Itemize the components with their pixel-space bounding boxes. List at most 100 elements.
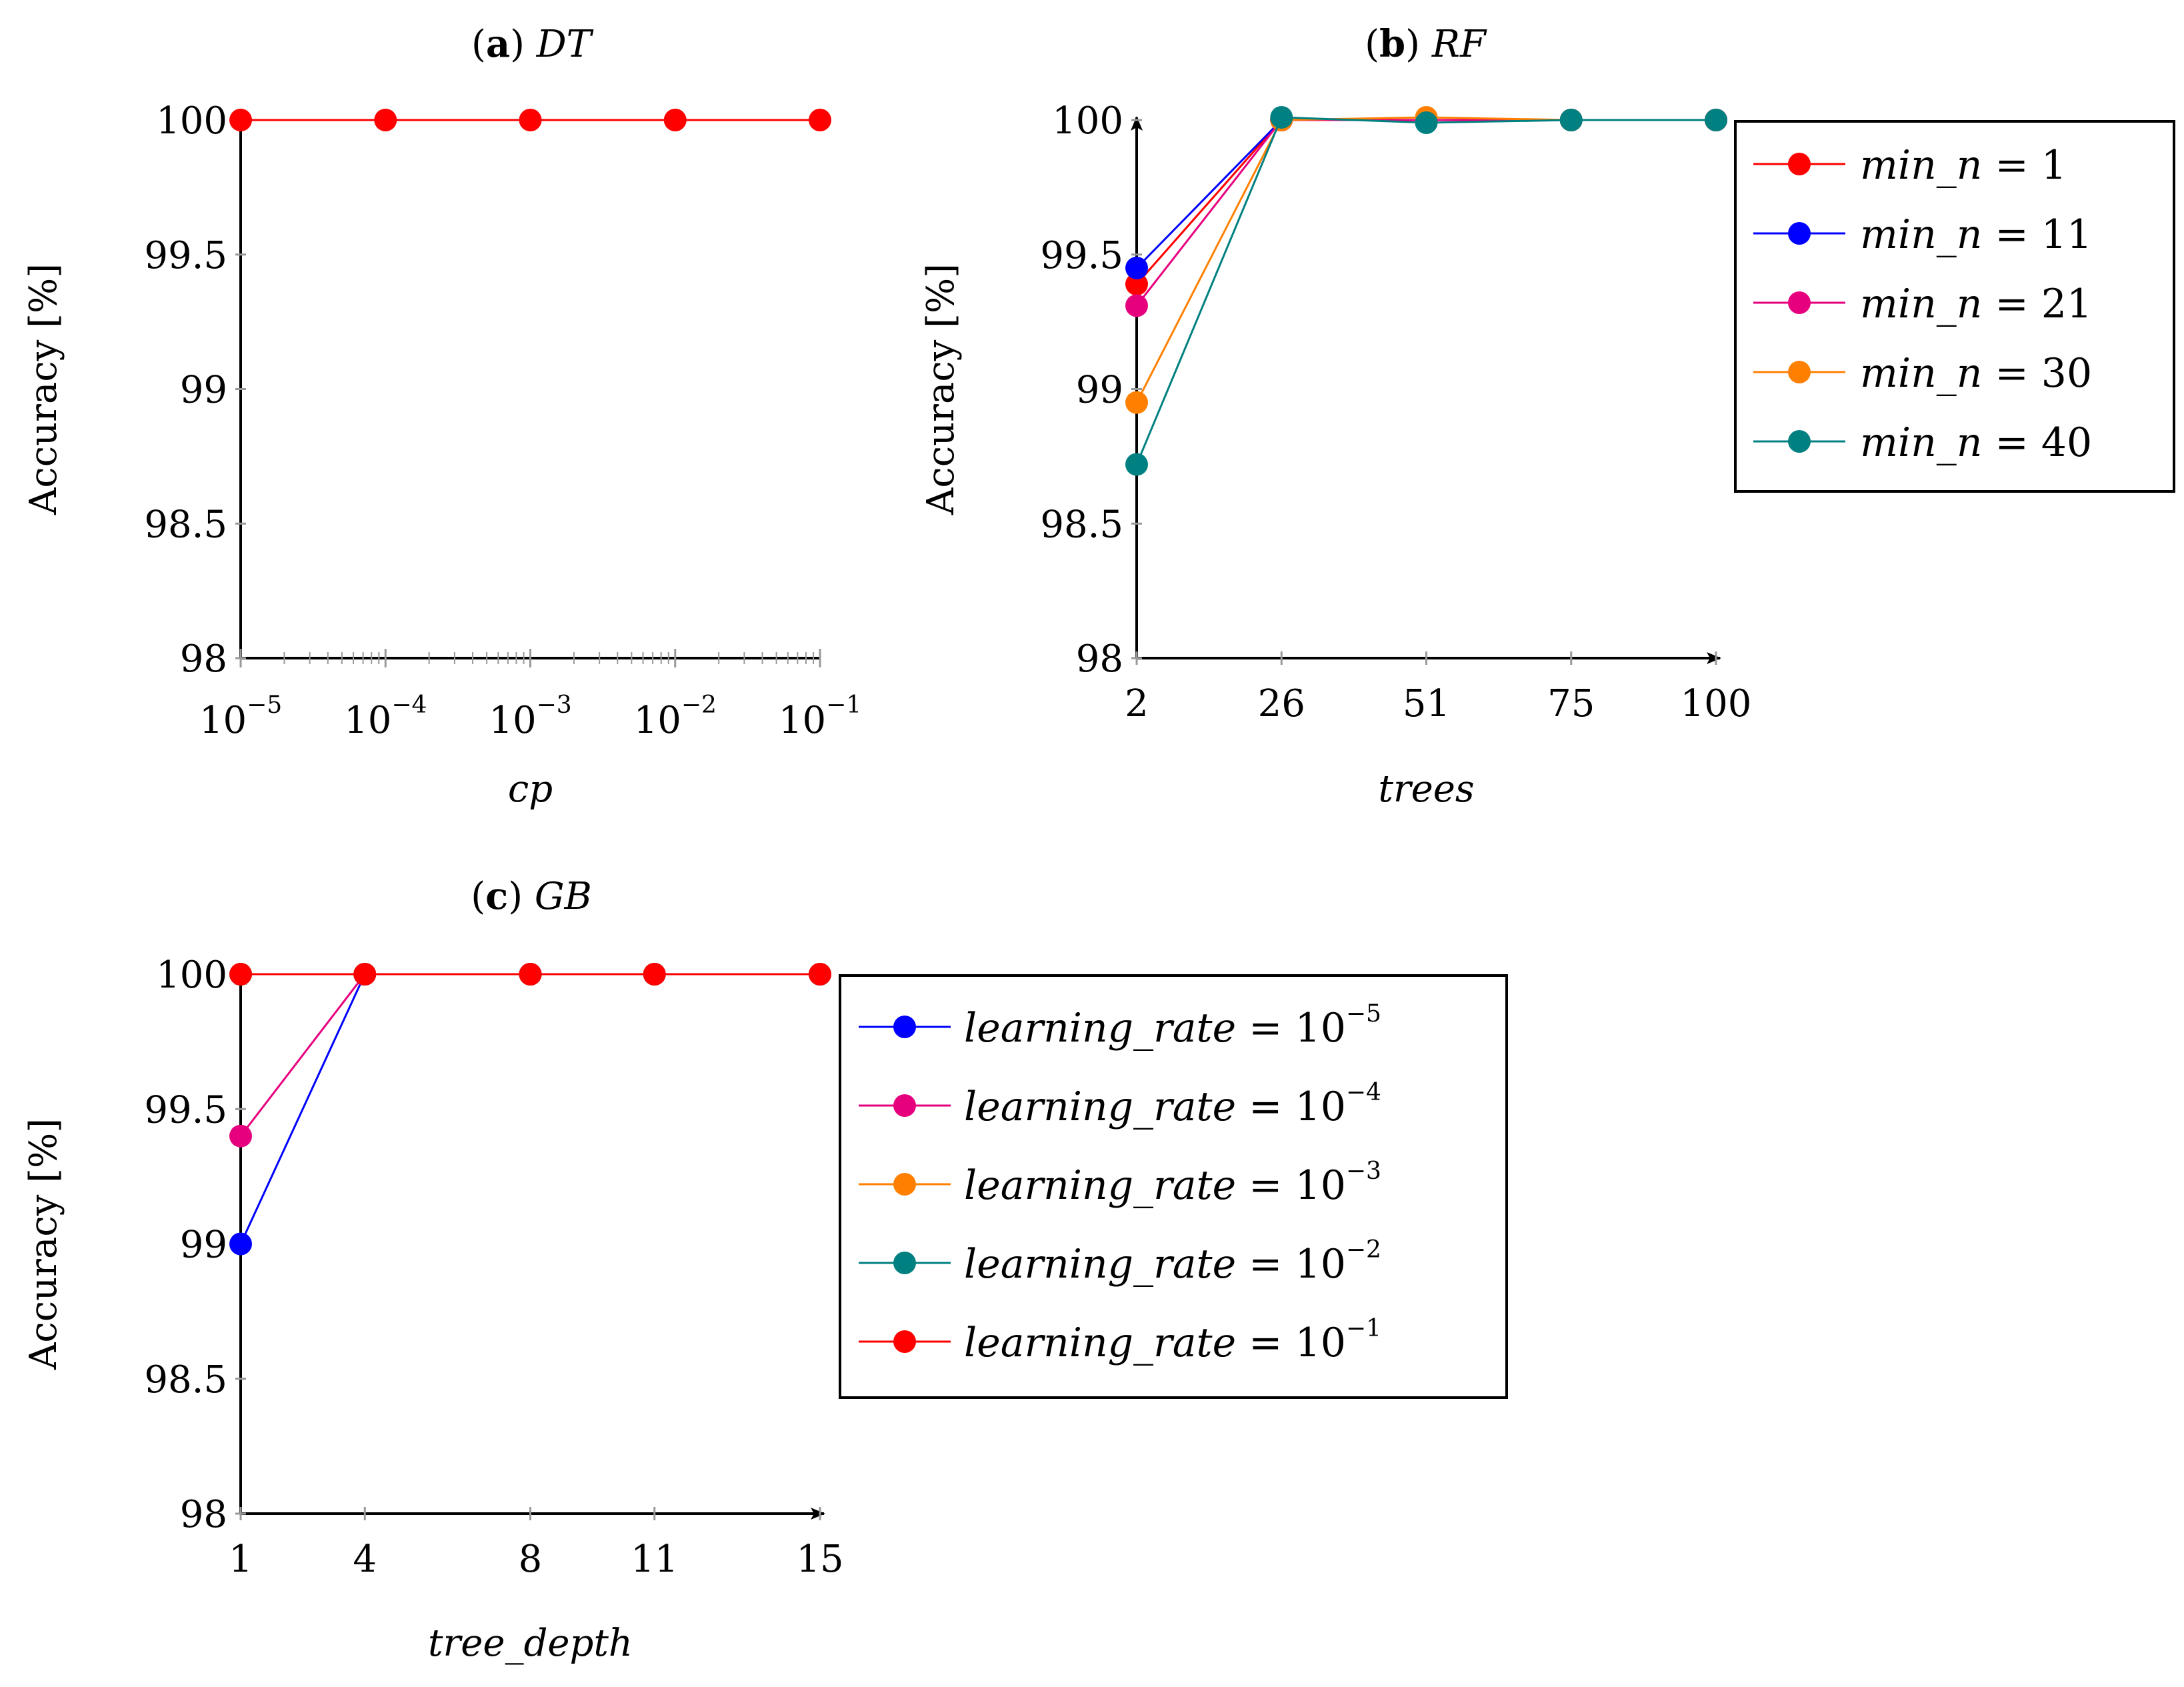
y-tick-label: 98.5 — [144, 503, 227, 546]
data-point — [229, 1232, 252, 1256]
x-tick-label: 4 — [353, 1538, 377, 1581]
tick-exponent: −2 — [681, 691, 717, 719]
data-point — [1125, 294, 1148, 317]
x-tick-label: 11 — [631, 1538, 678, 1581]
legend-label: min_n = 1 — [1860, 142, 2067, 189]
x-tick-label: 10−2 — [634, 691, 717, 742]
y-axis-label: Accuracy [%] — [22, 1118, 65, 1370]
series-0 — [229, 963, 831, 1256]
legend-marker — [893, 1094, 916, 1117]
legend-marker — [1788, 291, 1811, 314]
legend-exponent: −4 — [1346, 1079, 1381, 1106]
legend-entry: learning_rate = 10−2 — [859, 1236, 1381, 1288]
legend-name: learning_rate — [964, 1241, 1236, 1288]
legend-name: min_n — [1860, 350, 1982, 397]
y-tick-label: 98 — [1076, 637, 1123, 681]
series-line — [1135, 116, 1716, 465]
y-tick-label: 98 — [180, 1493, 227, 1536]
y-tick-label: 99.5 — [144, 234, 227, 277]
series-3 — [1125, 105, 1727, 414]
x-tick-label: 8 — [519, 1538, 543, 1581]
y-tick-label: 100 — [156, 954, 227, 997]
legend-eq: = 10 — [1236, 1084, 1346, 1130]
series-2 — [1125, 109, 1727, 317]
tick-exponent: −4 — [391, 691, 427, 719]
legend-name: learning_rate — [964, 1005, 1236, 1052]
legend-entry: min_n = 30 — [1753, 350, 2092, 397]
legend-entry: learning_rate = 10−5 — [859, 1000, 1381, 1052]
y-tick-label: 98 — [180, 637, 227, 681]
tick-base: 10 — [344, 699, 391, 742]
x-axis-arrow — [1707, 652, 1721, 664]
chart-title: (b) RF — [1365, 22, 1487, 66]
x-tick-label: 100 — [1681, 682, 1752, 725]
y-tick-label: 100 — [156, 99, 227, 143]
legend-marker — [893, 1173, 916, 1196]
series-0 — [229, 109, 831, 131]
data-point — [229, 1124, 252, 1148]
data-point — [229, 109, 252, 131]
legend-label: min_n = 11 — [1860, 211, 2092, 258]
y-axis-arrow — [1131, 116, 1143, 131]
y-tick-label: 100 — [1052, 99, 1123, 143]
title-paren-close: ) — [508, 875, 535, 918]
legend-label: learning_rate = 10−5 — [964, 1000, 1381, 1052]
tick-base: 10 — [199, 699, 247, 742]
legend-name: min_n — [1860, 211, 1982, 258]
data-point — [519, 963, 542, 986]
x-axis-label: trees — [1378, 767, 1474, 811]
data-point — [1125, 273, 1148, 296]
data-point — [663, 109, 687, 131]
legend-label: min_n = 21 — [1860, 281, 2092, 327]
data-point — [519, 109, 542, 131]
legend-marker — [1788, 153, 1811, 175]
x-tick-label: 51 — [1403, 682, 1450, 725]
chart-title: (a) DT — [471, 22, 594, 66]
y-tick-label: 99 — [180, 369, 227, 412]
legend-marker — [893, 1016, 916, 1038]
series-line — [1135, 119, 1716, 307]
tick-base: 10 — [634, 699, 681, 742]
data-point — [1125, 391, 1148, 414]
tick-exponent: −5 — [247, 691, 282, 719]
title-paren-open: ( — [471, 875, 485, 918]
legend-label: learning_rate = 10−2 — [964, 1236, 1381, 1288]
legend-entry: min_n = 11 — [1753, 211, 2092, 258]
data-point — [643, 963, 666, 986]
legend-eq: = 11 — [1982, 211, 2092, 258]
legend-entry: learning_rate = 10−4 — [859, 1079, 1381, 1130]
y-tick-label: 99.5 — [144, 1088, 227, 1132]
legend-eq: = 1 — [1982, 142, 2067, 189]
y-axis-label: Accuracy [%] — [919, 263, 963, 515]
tick-base: 10 — [489, 699, 536, 742]
x-tick-label: 2 — [1125, 682, 1149, 725]
legend-marker — [1788, 222, 1811, 245]
series-4 — [1125, 105, 1727, 476]
legend-label: min_n = 30 — [1860, 350, 2092, 397]
series-4 — [229, 963, 831, 986]
legend-marker — [1788, 430, 1811, 453]
legend-name: min_n — [1860, 281, 1982, 327]
legend-eq: = 30 — [1982, 350, 2092, 397]
data-point — [1415, 111, 1438, 135]
x-tick-label: 10−5 — [199, 691, 282, 742]
title-paren-open: ( — [471, 23, 486, 66]
data-point — [353, 963, 377, 986]
data-point — [1125, 453, 1148, 476]
y-tick-label: 99 — [180, 1224, 227, 1267]
x-axis-arrow — [811, 1508, 825, 1520]
y-tick-label: 99.5 — [1040, 234, 1123, 277]
legend-eq: = 40 — [1982, 419, 2092, 466]
tick-exponent: −3 — [537, 691, 572, 719]
legend-marker — [893, 1252, 916, 1274]
x-tick-label: 10−4 — [344, 691, 427, 742]
x-tick-label: 10−1 — [779, 691, 861, 742]
title-name: GB — [535, 875, 592, 918]
legend-eq: = 10 — [1236, 1005, 1346, 1052]
y-tick-label: 98.5 — [144, 1358, 227, 1402]
tick-base: 10 — [779, 699, 826, 742]
legend-exponent: −5 — [1346, 1000, 1381, 1028]
legend-entry: learning_rate = 10−1 — [859, 1315, 1381, 1366]
